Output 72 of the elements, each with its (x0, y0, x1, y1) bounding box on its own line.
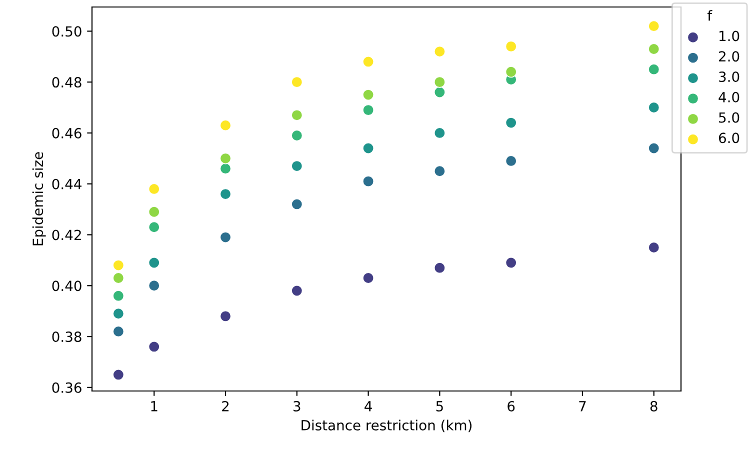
point (220, 232, 232, 244)
point (362, 104, 374, 116)
legend-label: 1.0 (720, 30, 740, 42)
point (648, 43, 660, 55)
point (434, 165, 446, 177)
y-tick-label: 0.46 (52, 128, 82, 138)
x-tick-label: 1 (151, 401, 158, 412)
point (148, 256, 160, 269)
point (291, 76, 303, 88)
legend-label: 4.0 (718, 92, 740, 102)
legend-label: 3.0 (719, 72, 740, 82)
point (362, 56, 374, 68)
point (220, 188, 232, 200)
y-axis-title: Epidemic size (32, 152, 46, 246)
point (648, 242, 660, 254)
point (362, 142, 374, 154)
point (648, 20, 660, 32)
point (434, 262, 446, 274)
y-tick-label: 0.40 (52, 280, 82, 292)
point (291, 284, 303, 297)
legend-label: 2.0 (719, 51, 740, 62)
point (362, 88, 374, 101)
point (148, 221, 160, 233)
point (148, 340, 160, 353)
point (505, 256, 517, 269)
x-tick-label: 4 (364, 401, 372, 412)
point (505, 116, 517, 129)
y-tick-label: 0.44 (52, 178, 82, 190)
point (434, 76, 446, 88)
y-tick-label: 0.38 (52, 332, 82, 342)
point (648, 102, 660, 114)
point (505, 155, 517, 167)
y-tick-label: 0.42 (52, 230, 81, 240)
point (434, 127, 446, 139)
point (112, 308, 124, 320)
x-axis-title: Distance restriction (km) (302, 420, 472, 432)
point (112, 272, 124, 284)
legend-label: 5.0 (719, 112, 740, 123)
point (112, 290, 124, 302)
y-tick-label: 0.36 (52, 382, 82, 393)
y-tick-label: 0.48 (52, 77, 82, 88)
point (220, 152, 232, 164)
point (434, 46, 446, 58)
point (291, 160, 303, 172)
x-tick-label: 7 (579, 401, 586, 412)
point (148, 206, 160, 218)
point (220, 120, 232, 132)
legend-label: 6.0 (718, 132, 740, 144)
point (291, 130, 303, 142)
x-tick-label: 2 (222, 400, 229, 412)
point (148, 183, 160, 195)
point (112, 326, 124, 338)
x-tick-label: 8 (650, 400, 658, 412)
x-tick-label: 3 (294, 400, 300, 412)
legend-title: f (707, 10, 712, 21)
point (220, 162, 232, 174)
point (112, 368, 124, 381)
point (505, 66, 517, 78)
y-tick-label: 0.50 (52, 26, 82, 37)
point (362, 176, 374, 188)
x-tick-label: 6 (508, 400, 515, 412)
point (220, 310, 232, 322)
x-tick-label: 5 (436, 401, 443, 412)
point (291, 109, 303, 121)
point (112, 259, 124, 272)
point (434, 86, 446, 98)
point (148, 280, 160, 292)
point (648, 64, 660, 76)
point (648, 142, 660, 154)
point (505, 40, 517, 52)
point (362, 272, 374, 284)
point (291, 198, 303, 210)
